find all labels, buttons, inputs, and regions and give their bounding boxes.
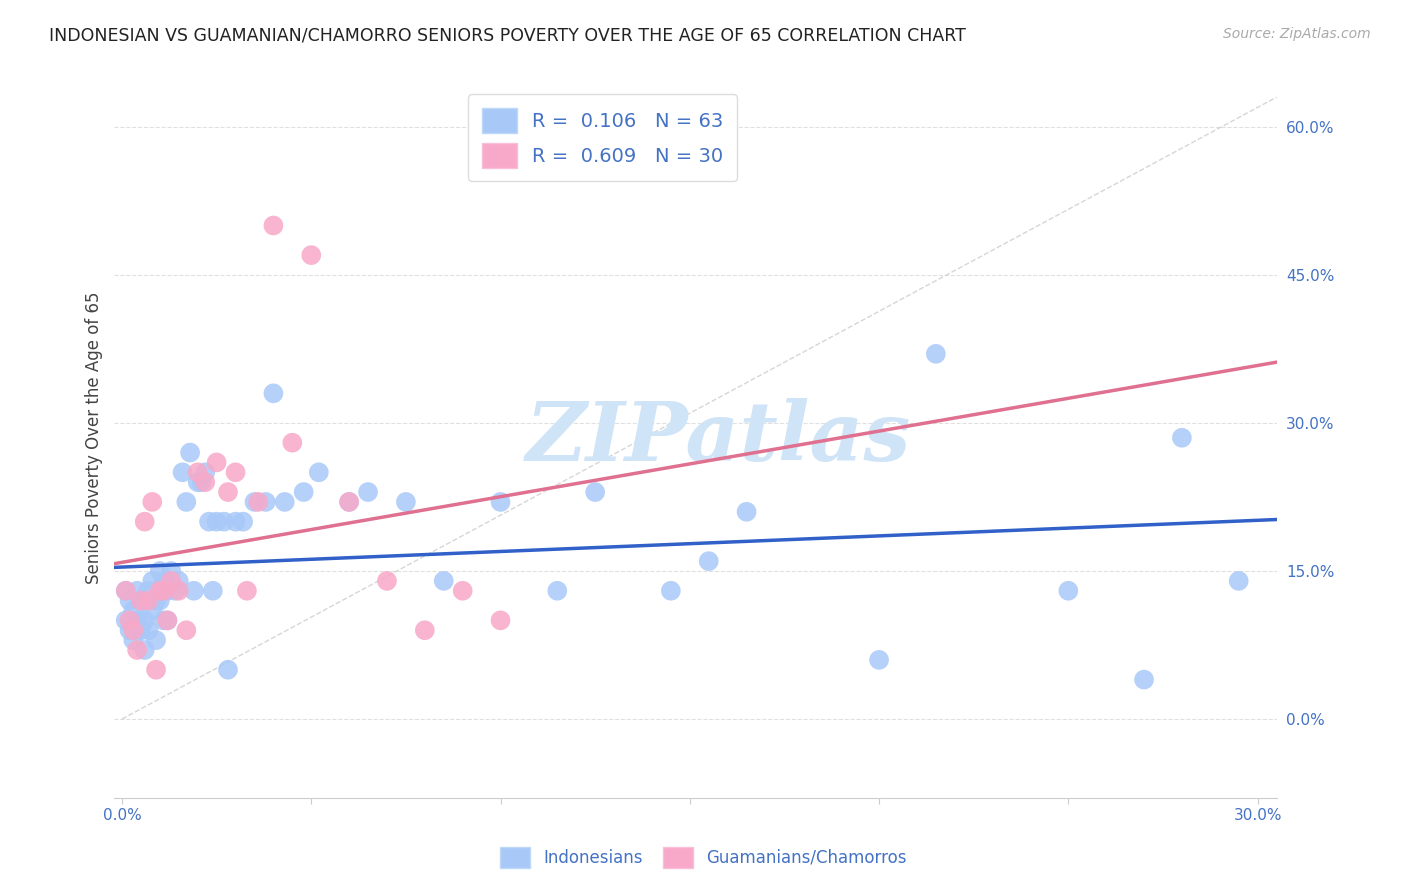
Point <box>194 465 217 479</box>
Point <box>176 495 198 509</box>
Point <box>141 495 163 509</box>
Point <box>205 455 228 469</box>
Point <box>138 583 160 598</box>
Point <box>152 583 174 598</box>
Point <box>1227 574 1250 588</box>
Point <box>179 445 201 459</box>
Point <box>138 593 160 607</box>
Point <box>697 554 720 568</box>
Text: Source: ZipAtlas.com: Source: ZipAtlas.com <box>1223 27 1371 41</box>
Point <box>156 613 179 627</box>
Point <box>375 574 398 588</box>
Point <box>149 564 172 578</box>
Point <box>172 465 194 479</box>
Point <box>122 603 145 617</box>
Point <box>138 624 160 638</box>
Point <box>395 495 418 509</box>
Point <box>925 347 948 361</box>
Point <box>217 485 239 500</box>
Point <box>262 219 284 233</box>
Point <box>337 495 360 509</box>
Point <box>163 583 186 598</box>
Point <box>225 515 247 529</box>
Point <box>735 505 758 519</box>
Point <box>118 624 141 638</box>
Point <box>489 613 512 627</box>
Point <box>236 583 259 598</box>
Point <box>141 603 163 617</box>
Point <box>337 495 360 509</box>
Point <box>194 475 217 490</box>
Point <box>167 574 190 588</box>
Point <box>308 465 330 479</box>
Point <box>183 583 205 598</box>
Point <box>149 583 172 598</box>
Text: ZIPatlas: ZIPatlas <box>526 398 911 478</box>
Point <box>145 633 167 648</box>
Point <box>433 574 456 588</box>
Point <box>127 583 149 598</box>
Point <box>122 633 145 648</box>
Point <box>160 574 183 588</box>
Point <box>134 643 156 657</box>
Point <box>127 643 149 657</box>
Point <box>262 386 284 401</box>
Point <box>232 515 254 529</box>
Point <box>217 663 239 677</box>
Point <box>156 583 179 598</box>
Point <box>1133 673 1156 687</box>
Point <box>127 613 149 627</box>
Point <box>198 515 221 529</box>
Point <box>167 583 190 598</box>
Point <box>152 574 174 588</box>
Point <box>134 515 156 529</box>
Point <box>187 475 209 490</box>
Point <box>274 495 297 509</box>
Point <box>451 583 474 598</box>
Point <box>134 613 156 627</box>
Point <box>1057 583 1080 598</box>
Point <box>201 583 224 598</box>
Point <box>247 495 270 509</box>
Point <box>176 624 198 638</box>
Point <box>546 583 568 598</box>
Point <box>299 248 322 262</box>
Point <box>281 435 304 450</box>
Point <box>152 613 174 627</box>
Point <box>254 495 277 509</box>
Point <box>129 593 152 607</box>
Point <box>659 583 682 598</box>
Point <box>357 485 380 500</box>
Point <box>149 593 172 607</box>
Point <box>413 624 436 638</box>
Y-axis label: Seniors Poverty Over the Age of 65: Seniors Poverty Over the Age of 65 <box>86 292 103 584</box>
Point <box>292 485 315 500</box>
Point <box>156 613 179 627</box>
Point <box>118 613 141 627</box>
Point <box>114 583 136 598</box>
Point <box>122 624 145 638</box>
Legend: R =  0.106   N = 63, R =  0.609   N = 30: R = 0.106 N = 63, R = 0.609 N = 30 <box>468 95 737 181</box>
Point <box>1171 431 1194 445</box>
Point <box>145 663 167 677</box>
Point <box>114 613 136 627</box>
Point <box>145 593 167 607</box>
Point <box>141 574 163 588</box>
Point <box>187 465 209 479</box>
Point <box>160 564 183 578</box>
Point <box>489 495 512 509</box>
Legend: Indonesians, Guamanians/Chamorros: Indonesians, Guamanians/Chamorros <box>494 840 912 875</box>
Point <box>205 515 228 529</box>
Point <box>190 475 212 490</box>
Point <box>129 593 152 607</box>
Point <box>225 465 247 479</box>
Point <box>129 624 152 638</box>
Point <box>114 583 136 598</box>
Point <box>118 593 141 607</box>
Point <box>212 515 235 529</box>
Point <box>243 495 266 509</box>
Text: INDONESIAN VS GUAMANIAN/CHAMORRO SENIORS POVERTY OVER THE AGE OF 65 CORRELATION : INDONESIAN VS GUAMANIAN/CHAMORRO SENIORS… <box>49 27 966 45</box>
Point <box>583 485 606 500</box>
Point <box>868 653 890 667</box>
